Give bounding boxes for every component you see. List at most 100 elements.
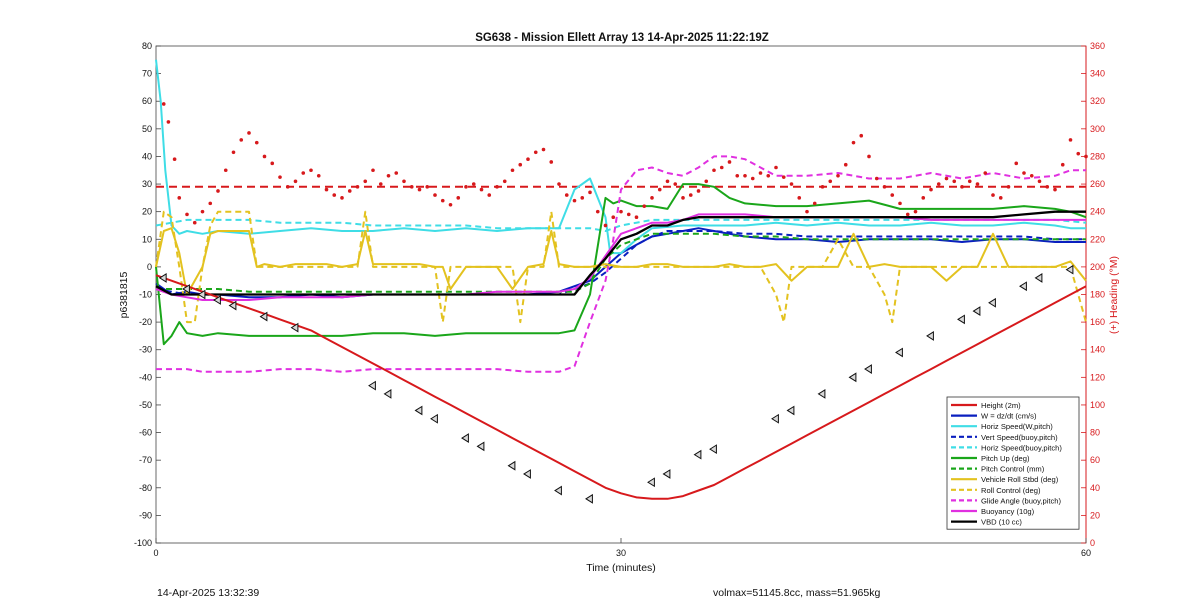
heading-point [270, 161, 275, 166]
height-marker-ascent [709, 444, 717, 455]
heading-point [998, 196, 1003, 200]
heading-point [166, 120, 171, 124]
heading-point [750, 176, 755, 181]
heading-point [704, 179, 709, 184]
legend: Height (2m) W = dz/dt (cm/s)Horiz Speed(W… [946, 396, 1080, 530]
heading-point [642, 204, 647, 208]
height-marker-descent [368, 380, 376, 391]
y-tick-label: -70 [139, 455, 152, 465]
heading-point [440, 198, 445, 203]
heading-point [192, 220, 197, 225]
y-tick-label: 70 [142, 69, 152, 79]
heading-point [301, 171, 306, 175]
heading-point [293, 179, 298, 184]
heading-point [983, 171, 988, 175]
height-marker-ascent [1019, 281, 1027, 292]
series-line-horiz-speed-buoy-pitch [155, 218, 1087, 232]
heading-point [1068, 138, 1073, 142]
y2-tick-label: 320 [1090, 96, 1105, 106]
axes-layer: -100-90-80-70-60-50-40-30-20-10010203040… [134, 41, 1105, 558]
heading-point [417, 187, 422, 192]
footer-volmax-mass: volmax=51145.8cc, mass=51.965kg [713, 587, 881, 599]
y-tick-label: -10 [139, 290, 152, 300]
height-marker-ascent [1065, 264, 1074, 275]
height-marker-ascent [988, 297, 996, 308]
heading-point [1076, 151, 1081, 156]
heading-point [890, 193, 895, 197]
heading-point [874, 176, 879, 181]
heading-point [882, 185, 887, 189]
heading-point [549, 160, 554, 164]
heading-point [402, 179, 406, 184]
height-marker-ascent [864, 364, 872, 374]
legend-entry: Height (2m) [981, 401, 1021, 410]
heading-point [952, 179, 957, 184]
heading-point [1045, 185, 1050, 189]
heading-point [797, 196, 802, 200]
legend-entry: Buoyancy (10g) [981, 507, 1035, 516]
heading-point [541, 147, 546, 152]
heading-point [285, 185, 290, 189]
heading-point [588, 190, 592, 195]
x-tick-label: 0 [153, 548, 158, 558]
heading-point [634, 215, 639, 219]
heading-point [1037, 179, 1042, 184]
heading-point [471, 182, 476, 186]
height-marker-descent [383, 388, 392, 399]
y2-tick-label: 20 [1090, 510, 1100, 520]
height-marker-descent [259, 311, 268, 322]
heading-point [789, 182, 794, 186]
heading-point [936, 182, 941, 186]
heading-point [905, 212, 910, 217]
heading-point [619, 209, 623, 214]
heading-point [828, 179, 833, 184]
y-axis-label: p6381815 [118, 271, 130, 318]
y2-tick-label: 0 [1090, 538, 1095, 548]
height-marker-descent [414, 405, 423, 416]
heading-point [502, 179, 507, 184]
heading-point [200, 209, 205, 214]
series-line-pitch-control-mm [156, 232, 1086, 293]
height-marker-ascent [972, 306, 981, 316]
heading-point [851, 140, 856, 145]
y-tick-label: -100 [134, 538, 152, 548]
y2-tick-label: 80 [1090, 428, 1100, 438]
heading-point [673, 182, 678, 186]
heading-point [533, 150, 538, 155]
legend-entry: Horiz Speed(W,pitch) [981, 422, 1053, 431]
height-marker-descent [290, 322, 299, 333]
y2-tick-label: 340 [1090, 69, 1105, 79]
legend-entry: Pitch Up (deg) [981, 454, 1030, 463]
height-marker-ascent [817, 388, 826, 399]
heading-point [433, 193, 437, 197]
height-marker-descent [523, 469, 531, 479]
heading-point [913, 209, 918, 214]
heading-point [247, 131, 251, 135]
y2-tick-label: 240 [1090, 207, 1105, 217]
heading-point [371, 168, 375, 173]
heading-point [820, 185, 825, 189]
y2-tick-label: 60 [1090, 455, 1100, 465]
y-tick-label: 40 [142, 151, 152, 161]
heading-point [1006, 185, 1011, 189]
heading-point [960, 185, 964, 189]
heading-point [316, 173, 321, 178]
heading-point [464, 185, 468, 189]
heading-point [456, 196, 461, 200]
y-tick-label: 80 [142, 41, 152, 51]
y2-tick-label: 120 [1090, 372, 1105, 382]
legend-entry: Horiz Speed(buoy,pitch) [981, 443, 1062, 452]
height-marker-descent [461, 433, 469, 443]
heading-point [657, 187, 662, 192]
y2-tick-label: 280 [1090, 151, 1105, 161]
heading-point [843, 162, 848, 167]
heading-point [448, 202, 453, 207]
heading-point [758, 171, 763, 175]
chart-title: SG638 - Mission Ellett Array 13 14-Apr-2… [475, 32, 769, 44]
y2-tick-label: 40 [1090, 483, 1100, 493]
y-tick-label: -80 [139, 483, 152, 493]
heading-point [1014, 161, 1019, 166]
heading-point [386, 173, 391, 178]
legend-entry: VBD (10 cc) [981, 518, 1022, 527]
heading-point [805, 209, 809, 214]
